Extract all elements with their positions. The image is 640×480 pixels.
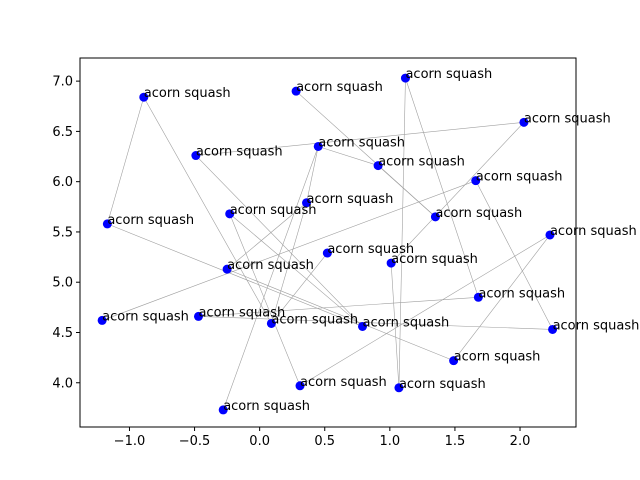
data-point: [400, 73, 410, 83]
data-point: [266, 318, 276, 328]
x-tick-label: 2.0: [510, 434, 531, 449]
edge-line: [226, 202, 307, 270]
point-label: acorn squash: [454, 350, 541, 365]
edge-line: [102, 180, 476, 321]
x-axis: −1.0 −0.5 0.0 0.5 1.0 1.5 2.0: [114, 427, 531, 449]
edge-line: [398, 78, 406, 388]
point-label: acorn squash: [144, 86, 231, 101]
data-point: [548, 324, 558, 334]
edge-line: [195, 122, 524, 156]
point-label: acorn squash: [227, 258, 314, 273]
edge-line: [198, 316, 553, 330]
data-point: [545, 230, 555, 240]
point-label: acorn squash: [102, 309, 189, 324]
x-tick-label: −1.0: [114, 434, 146, 449]
y-tick-label: 6.0: [52, 175, 73, 190]
data-point: [322, 248, 332, 258]
data-point: [302, 198, 312, 208]
point-label: acorn squash: [107, 213, 194, 228]
data-point: [193, 311, 203, 321]
y-tick-label: 4.0: [52, 376, 73, 391]
point-label: acorn squash: [476, 170, 563, 185]
point-label: acorn squash: [378, 155, 465, 170]
data-point: [357, 321, 367, 331]
y-axis: 4.0 4.5 5.0 5.5 6.0 6.5 7.0: [52, 75, 80, 391]
y-tick-label: 5.0: [52, 276, 73, 291]
data-point: [218, 405, 228, 415]
data-point: [97, 315, 107, 325]
edge-line: [271, 252, 328, 324]
edge-line: [299, 234, 551, 387]
edge-line: [229, 213, 301, 386]
data-point: [191, 151, 201, 161]
y-tick-label: 5.5: [52, 225, 73, 240]
y-tick-label: 7.0: [52, 75, 73, 90]
point-label: acorn squash: [300, 375, 387, 390]
point-label: acorn squash: [307, 192, 394, 207]
point-label: acorn squash: [553, 318, 640, 333]
y-tick-label: 4.5: [52, 326, 73, 341]
data-point: [313, 141, 323, 151]
point-label: acorn squash: [296, 80, 383, 95]
data-point: [473, 292, 483, 302]
point-label: acorn squash: [271, 312, 358, 327]
point-label: acorn squash: [524, 111, 611, 126]
edge-line: [143, 97, 272, 324]
data-point: [386, 258, 396, 268]
edge-line: [405, 78, 479, 298]
data-point: [295, 381, 305, 391]
edges-layer: [102, 78, 553, 411]
edge-line: [475, 180, 553, 330]
edge-line: [107, 97, 145, 224]
plot-frame: [79, 57, 577, 428]
point-label: acorn squash: [230, 203, 317, 218]
point-label: acorn squash: [478, 286, 565, 301]
data-point: [222, 264, 232, 274]
edge-line: [107, 223, 363, 327]
edge-line: [226, 268, 454, 361]
edge-line: [306, 146, 319, 203]
point-label: acorn squash: [435, 206, 522, 221]
data-point: [430, 212, 440, 222]
point-label: acorn squash: [318, 135, 405, 150]
edge-line: [198, 296, 479, 317]
data-point: [449, 356, 459, 366]
point-label: acorn squash: [223, 399, 310, 414]
x-tick-label: 0.5: [314, 434, 335, 449]
data-point: [471, 176, 481, 186]
point-label: acorn squash: [391, 252, 478, 267]
data-point: [225, 209, 235, 219]
point-label: acorn squash: [196, 145, 283, 160]
edge-line: [390, 122, 525, 264]
edge-line: [390, 263, 400, 388]
point-label: acorn squash: [405, 67, 492, 82]
x-tick-label: 0.0: [249, 434, 270, 449]
y-tick-label: 6.5: [52, 125, 73, 140]
points-layer: [97, 73, 558, 415]
data-point: [373, 161, 383, 171]
point-label: acorn squash: [198, 305, 285, 320]
edge-line: [222, 146, 319, 411]
edge-line: [229, 213, 363, 327]
point-label: acorn squash: [362, 315, 449, 330]
data-point: [519, 117, 529, 127]
data-point: [102, 219, 112, 229]
data-point: [291, 86, 301, 96]
edge-line: [453, 234, 551, 361]
data-point: [139, 92, 149, 102]
point-label: acorn squash: [399, 377, 486, 392]
x-tick-label: 1.0: [379, 434, 400, 449]
edge-line: [271, 202, 307, 324]
edge-line: [195, 155, 363, 327]
x-tick-label: −0.5: [179, 434, 211, 449]
x-tick-label: 1.5: [445, 434, 466, 449]
edge-line: [377, 165, 436, 218]
point-label: acorn squash: [550, 224, 637, 239]
point-label: acorn squash: [327, 242, 414, 257]
edge-line: [318, 146, 379, 166]
data-point: [394, 383, 404, 393]
